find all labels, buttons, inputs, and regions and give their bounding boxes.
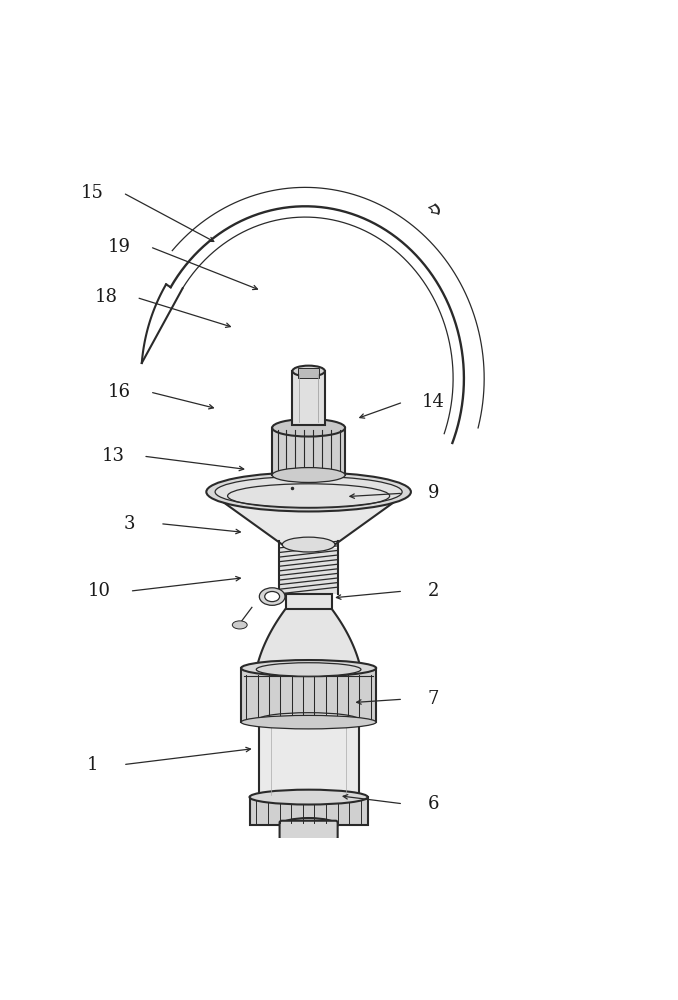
Bar	[250, 797, 367, 825]
Text: 6: 6	[428, 795, 439, 813]
Ellipse shape	[256, 663, 361, 676]
Ellipse shape	[280, 818, 338, 833]
Bar	[292, 371, 325, 425]
Bar	[285, 594, 332, 609]
Text: 14: 14	[422, 393, 445, 411]
Bar	[279, 548, 338, 594]
Bar	[258, 719, 359, 800]
Ellipse shape	[258, 713, 359, 726]
Text: 15: 15	[81, 184, 104, 202]
Text: 3: 3	[124, 515, 136, 533]
Text: 10: 10	[87, 582, 111, 600]
Ellipse shape	[259, 588, 285, 605]
Ellipse shape	[292, 366, 325, 376]
Bar	[241, 668, 376, 722]
Ellipse shape	[215, 476, 402, 507]
Text: 16: 16	[108, 383, 131, 401]
Text: 2: 2	[428, 582, 439, 600]
Text: 13: 13	[101, 447, 124, 465]
Ellipse shape	[233, 621, 247, 629]
Ellipse shape	[264, 591, 279, 602]
Ellipse shape	[250, 790, 367, 805]
Ellipse shape	[241, 715, 376, 729]
Ellipse shape	[206, 472, 411, 511]
Ellipse shape	[282, 537, 335, 552]
Ellipse shape	[272, 419, 345, 437]
Bar	[272, 428, 345, 475]
Text: 19: 19	[108, 238, 131, 256]
Polygon shape	[209, 492, 408, 545]
Text: 7: 7	[428, 690, 439, 708]
Text: 18: 18	[94, 288, 117, 306]
Text: 9: 9	[428, 484, 439, 502]
FancyBboxPatch shape	[279, 821, 338, 840]
Ellipse shape	[272, 468, 345, 482]
Text: 1: 1	[87, 756, 98, 774]
Ellipse shape	[241, 660, 376, 676]
Polygon shape	[256, 609, 361, 669]
Bar	[298, 368, 319, 378]
